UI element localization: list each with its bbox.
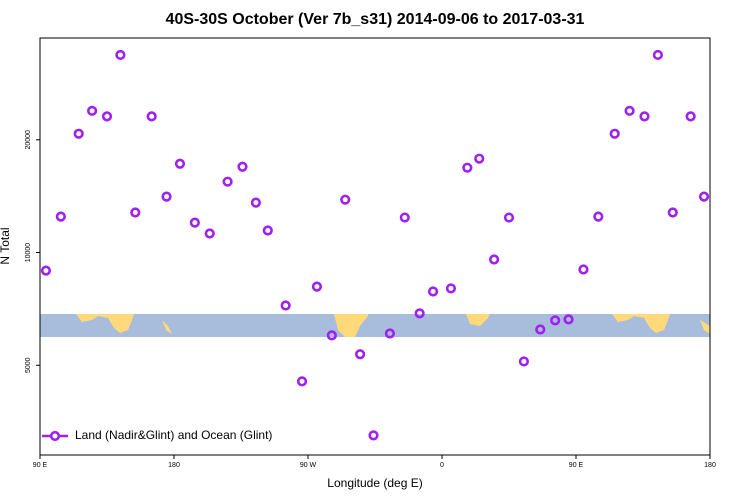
point (474, 153, 485, 164)
plot-frame (39, 37, 711, 456)
point (414, 308, 425, 319)
point (685, 111, 696, 122)
point (609, 128, 620, 139)
point (445, 283, 457, 294)
y-tick-label: 10000 (25, 243, 32, 263)
point (280, 300, 291, 311)
land (334, 314, 368, 337)
land (612, 314, 670, 333)
point (130, 207, 141, 218)
ocean-band (40, 314, 710, 337)
point (368, 430, 379, 441)
land (466, 314, 490, 326)
x-tick-label: 90 W (300, 462, 317, 469)
point (427, 286, 439, 297)
point (698, 191, 710, 202)
point (399, 212, 410, 223)
land (162, 320, 172, 334)
point (311, 281, 323, 292)
point (161, 191, 172, 202)
point (503, 212, 515, 223)
point (518, 356, 529, 367)
x-tick-label: 180 (168, 462, 180, 469)
point (87, 105, 98, 116)
point (101, 111, 113, 122)
point (296, 376, 308, 387)
legend-label: Land (Nadir&Glint) and Ocean (Glint) (75, 428, 272, 442)
point (115, 49, 126, 61)
point (624, 105, 635, 116)
x-axis-label: Longitude (deg E) (327, 476, 422, 490)
x-tick-label: 90 E (569, 462, 584, 469)
point (204, 228, 215, 239)
land (76, 314, 134, 333)
point (262, 225, 273, 236)
point (652, 49, 663, 61)
point (639, 111, 650, 122)
point (326, 330, 337, 341)
point (146, 111, 157, 122)
point (355, 349, 366, 360)
land (700, 320, 710, 334)
x-tick-label: 90 E (33, 462, 48, 469)
x-tick-label: 180 (704, 462, 716, 469)
point (593, 211, 604, 222)
legend-marker (49, 430, 61, 442)
y-axis-label: N Total (0, 227, 12, 264)
chart-title: 40S-30S October (Ver 7b_s31) 2014-09-06 … (166, 11, 585, 28)
point (535, 324, 546, 335)
point (237, 161, 248, 172)
point (550, 315, 561, 326)
point (667, 207, 678, 218)
x-tick-label: 0 (440, 462, 444, 469)
point (578, 264, 589, 275)
point (384, 328, 395, 339)
point (55, 211, 66, 222)
point (73, 128, 84, 139)
point (462, 162, 473, 173)
y-tick-label: 5000 (25, 357, 32, 373)
point (489, 254, 500, 265)
point (40, 265, 52, 276)
point (250, 197, 261, 208)
point (222, 176, 233, 187)
y-tick-label: 20000 (25, 130, 32, 150)
point (174, 158, 186, 169)
point (340, 194, 351, 205)
point (189, 217, 200, 228)
land-ocean-strip (40, 314, 710, 337)
point (563, 314, 574, 325)
